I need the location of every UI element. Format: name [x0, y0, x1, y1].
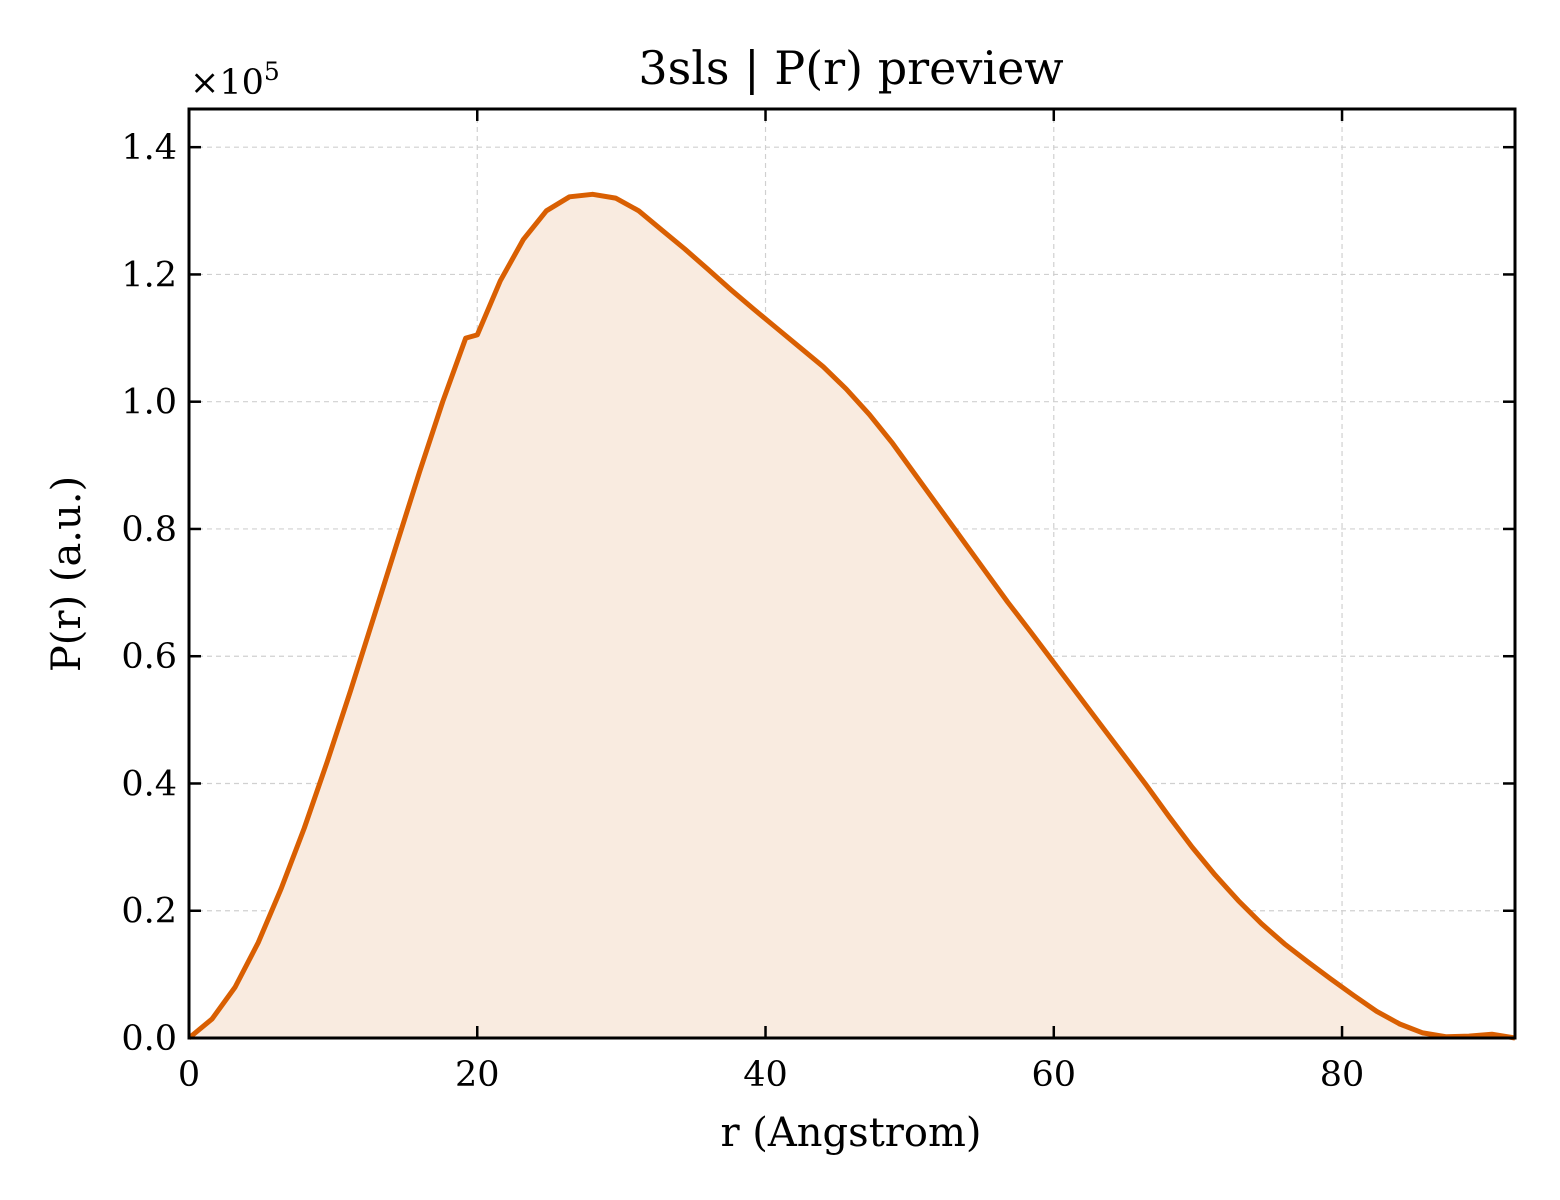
- y-tick-label: 0.8: [121, 510, 177, 550]
- y-tick-label: 0.6: [121, 637, 177, 677]
- x-tick-label: 0: [178, 1055, 200, 1095]
- pr-series-line: [187, 191, 1516, 1041]
- x-tick-label: 40: [743, 1055, 788, 1095]
- plot-frame: [187, 107, 1517, 1040]
- y-tick-label: 0.0: [121, 1019, 177, 1059]
- y-tick-label: 1.4: [121, 128, 177, 168]
- y-multiplier-exponent: 5: [264, 57, 280, 86]
- y-tick-label: 1.2: [121, 255, 177, 295]
- y-tick-label: 0.4: [121, 764, 177, 804]
- y-axis-label: P(r) (a.u.): [44, 476, 90, 672]
- x-tick-label: 20: [455, 1055, 500, 1095]
- chart-title: 3sls | P(r) preview: [638, 41, 1063, 95]
- y-multiplier-base: ×10: [190, 63, 264, 103]
- x-tick-label: 80: [1320, 1055, 1365, 1095]
- y-axis-multiplier: ×105: [190, 57, 280, 103]
- x-tick-label: 60: [1032, 1055, 1077, 1095]
- x-axis-label: r (Angstrom): [720, 1110, 981, 1156]
- pr-area-fill: [189, 194, 1515, 1039]
- y-tick-label: 0.2: [121, 892, 177, 932]
- y-tick-label: 1.0: [121, 383, 177, 423]
- tick-layer: 0 20 40 60 80 0.0 0.2 0.4 0.6 0.8 1.0 1.2 1.4: [121, 109, 1515, 1095]
